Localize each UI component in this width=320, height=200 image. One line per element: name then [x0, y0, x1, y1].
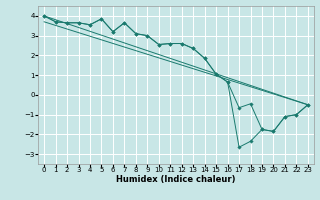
X-axis label: Humidex (Indice chaleur): Humidex (Indice chaleur)	[116, 175, 236, 184]
